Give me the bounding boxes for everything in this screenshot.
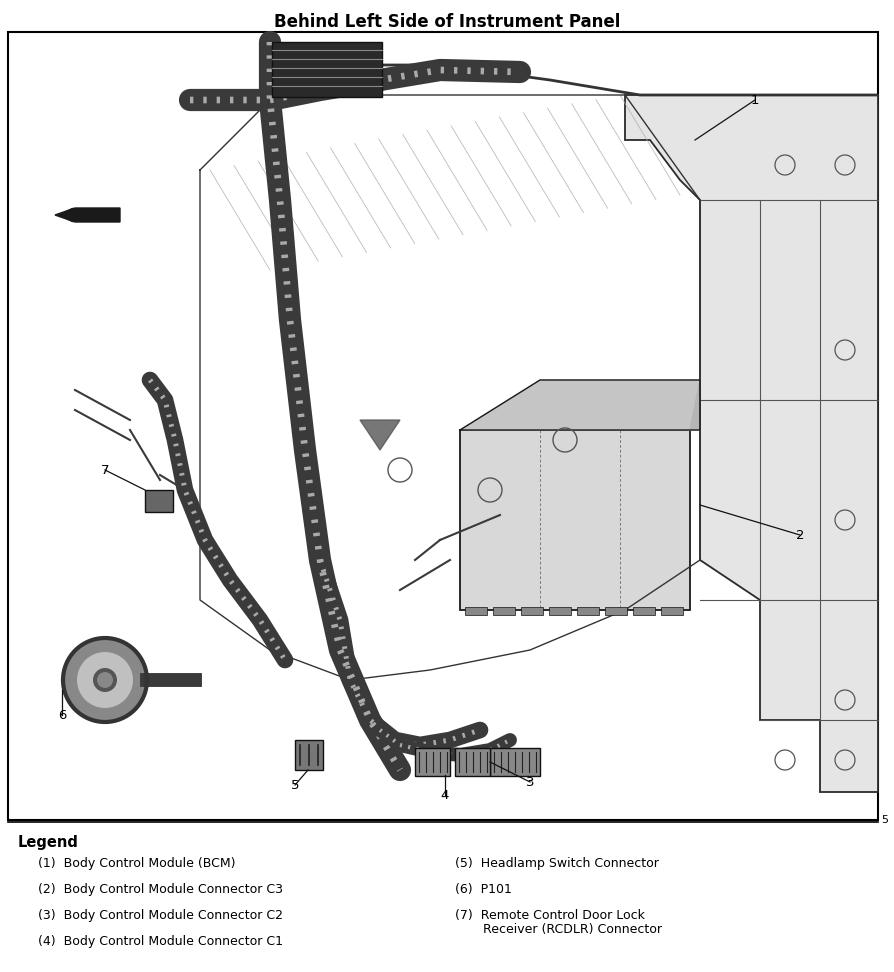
Text: (6)  P101: (6) P101 (454, 883, 511, 896)
Bar (489, 748, 539, 776)
Text: 6: 6 (58, 709, 66, 721)
Bar (8, 32, 877, 820)
Bar (577, 607, 598, 615)
Bar (415, 748, 450, 776)
Bar (661, 607, 682, 615)
Text: (2)  Body Control Module Connector C3: (2) Body Control Module Connector C3 (38, 883, 283, 896)
Bar (520, 607, 543, 615)
Circle shape (93, 668, 117, 692)
Text: Receiver (RCDLR) Connector: Receiver (RCDLR) Connector (454, 923, 662, 936)
Bar (454, 748, 489, 776)
Bar (460, 430, 689, 610)
Text: 3: 3 (525, 776, 534, 788)
Text: 4: 4 (441, 788, 449, 802)
Bar (295, 740, 323, 770)
Text: (1)  Body Control Module (BCM): (1) Body Control Module (BCM) (38, 857, 235, 870)
Text: 5: 5 (291, 779, 299, 791)
Bar (272, 42, 382, 97)
Text: 7: 7 (101, 464, 109, 476)
Text: (4)  Body Control Module Connector C1: (4) Body Control Module Connector C1 (38, 935, 283, 948)
Text: (7)  Remote Control Door Lock: (7) Remote Control Door Lock (454, 909, 645, 922)
Bar (632, 607, 654, 615)
Bar (493, 607, 514, 615)
Text: (3)  Body Control Module Connector C2: (3) Body Control Module Connector C2 (38, 909, 283, 922)
Polygon shape (460, 380, 699, 430)
Text: 1: 1 (750, 93, 758, 107)
Polygon shape (689, 380, 699, 430)
Bar (145, 490, 173, 512)
Text: 5: 5 (880, 815, 887, 825)
Bar (548, 607, 570, 615)
Polygon shape (55, 208, 120, 222)
Text: Legend: Legend (18, 835, 79, 850)
Polygon shape (624, 95, 877, 792)
Bar (465, 607, 486, 615)
Circle shape (97, 672, 113, 688)
Circle shape (63, 638, 147, 722)
Bar (604, 607, 627, 615)
Text: (5)  Headlamp Switch Connector: (5) Headlamp Switch Connector (454, 857, 658, 870)
Text: 2: 2 (795, 529, 804, 541)
Circle shape (77, 652, 133, 708)
Polygon shape (359, 420, 400, 450)
Text: Behind Left Side of Instrument Panel: Behind Left Side of Instrument Panel (274, 13, 620, 31)
